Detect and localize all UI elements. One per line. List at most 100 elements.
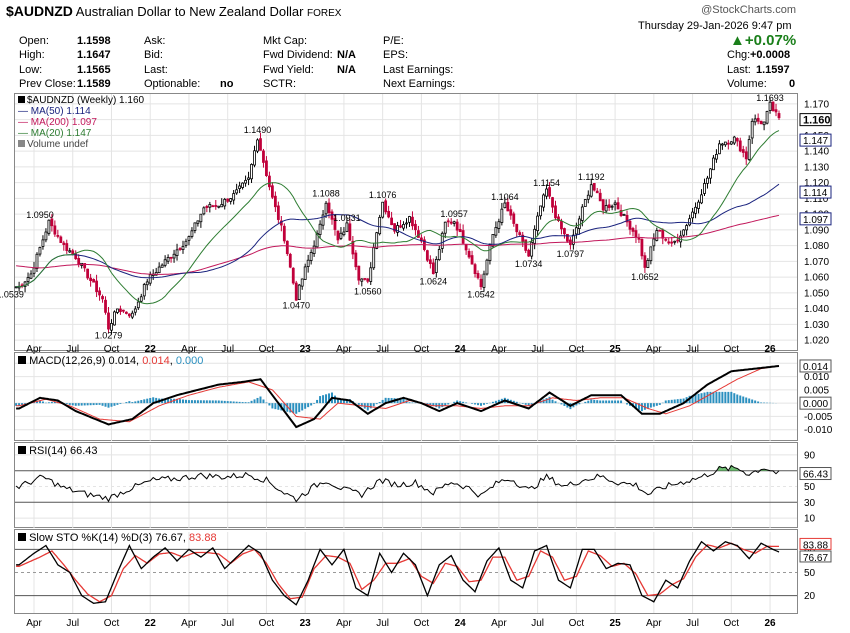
macd-histogram-bar (74, 403, 77, 406)
macd-histogram-bar (482, 403, 485, 405)
macd-histogram-bar (217, 400, 220, 404)
candle-body (652, 238, 656, 247)
ask-label: Ask: (144, 35, 166, 47)
macd-histogram-bar (626, 403, 629, 405)
candle-body (145, 281, 149, 286)
y-tick-label: 1.060 (804, 273, 829, 284)
candle-body (500, 208, 504, 223)
macd-histogram-bar (634, 403, 637, 409)
macd-histogram-bar (41, 401, 44, 404)
macd-histogram-bar (676, 399, 679, 404)
price-legend: $AUDNZD (Weekly) 1.160 — MA(50) 1.114 — … (18, 95, 144, 150)
x-tick-label: Oct (569, 344, 585, 355)
macd-histogram-bar (408, 402, 411, 404)
macd-histogram-bar (736, 394, 739, 404)
candle-body (232, 193, 236, 201)
candle-body (718, 143, 721, 155)
candle-body (250, 164, 253, 180)
macd-histogram-bar (80, 403, 83, 406)
stochastic-panel[interactable] (14, 529, 798, 614)
candle-body (247, 177, 250, 180)
y-tick-label: -0.010 (804, 425, 833, 436)
macd-histogram-bar (497, 399, 500, 404)
macd-histogram-bar (322, 395, 325, 404)
pe-label: P/E: (383, 35, 404, 47)
macd-histogram-bar (530, 403, 533, 405)
macd-histogram-bar (429, 403, 432, 406)
candle-body (604, 205, 608, 212)
macd-histogram-bar (575, 403, 578, 406)
macd-histogram-bar (745, 397, 748, 404)
macd-histogram-bar (113, 403, 116, 406)
candle-body (589, 184, 593, 197)
candle-body (241, 182, 245, 188)
candle-body (226, 198, 230, 202)
candle-body (357, 265, 361, 281)
candle-body (244, 179, 247, 184)
macd-histogram-bar (342, 398, 345, 404)
sctr-label: SCTR: (263, 78, 296, 90)
candle-body (297, 284, 301, 300)
macd-histogram-bar (411, 402, 414, 404)
macd-histogram-bar (313, 403, 316, 404)
macd-panel[interactable] (14, 352, 798, 441)
candle-body (485, 259, 489, 275)
candle-body (425, 250, 429, 261)
macd-histogram-bar (247, 402, 250, 404)
candle-body (315, 232, 319, 248)
macd-histogram-bar (384, 397, 387, 404)
x-tick-label: Jul (221, 618, 234, 629)
macd-histogram-bar (68, 403, 71, 405)
macd-histogram-bar (512, 400, 515, 404)
macd-histogram-bar (208, 400, 211, 404)
candle-body (530, 241, 534, 257)
candle-body (163, 259, 167, 266)
candle-body (256, 139, 259, 152)
candle-body (470, 255, 474, 265)
candle-body (205, 206, 209, 208)
macd-histogram-bar (357, 403, 360, 405)
x-tick-label: Apr (491, 344, 507, 355)
y-tick-label: 50 (804, 482, 816, 493)
rsi-legend-icon (18, 446, 26, 454)
macd-histogram-bar (176, 398, 179, 404)
price-panel[interactable] (14, 93, 798, 351)
macd-histogram-bar (146, 398, 149, 404)
candle-body (211, 205, 215, 208)
y-tick-label: 30 (804, 498, 816, 509)
candle-body (127, 313, 131, 317)
candle-body (253, 150, 256, 166)
macd-histogram-bar (721, 391, 724, 404)
low-label: Low: (19, 64, 43, 76)
candle-body (449, 221, 453, 224)
macd-histogram-bar (98, 403, 101, 405)
macd-histogram-bar (77, 403, 80, 406)
price-annotation: 1.1076 (369, 190, 397, 200)
macd-histogram-bar (494, 400, 497, 404)
macd-histogram-bar (232, 401, 235, 404)
candle-body (750, 120, 754, 139)
high-label: High: (19, 49, 45, 61)
y-tick-label: 1.020 (804, 336, 829, 347)
y-tick-label: 1.130 (804, 162, 829, 173)
macd-histogram-bar (763, 402, 766, 404)
macd-histogram-bar (697, 393, 700, 404)
candle-body (598, 192, 602, 202)
x-tick-label: Apr (181, 618, 197, 629)
optionable-label: Optionable: (144, 78, 201, 90)
candle-body (378, 217, 382, 235)
macd-histogram-bar (259, 396, 262, 404)
candle-body (703, 183, 706, 194)
macd-histogram-bar (134, 401, 137, 404)
rsi-panel[interactable] (14, 442, 798, 528)
macd-histogram-bar (24, 403, 27, 405)
low-value: 1.1565 (77, 64, 111, 76)
candle-body (107, 312, 110, 330)
macd-histogram-bar (38, 400, 41, 404)
macd-histogram-bar (289, 403, 292, 413)
x-tick-label: Apr (336, 618, 352, 629)
candle-body (688, 218, 691, 226)
candle-body (655, 230, 659, 241)
macd-histogram-bar (620, 400, 623, 404)
fwd-yield-label: Fwd Yield: (263, 64, 314, 76)
